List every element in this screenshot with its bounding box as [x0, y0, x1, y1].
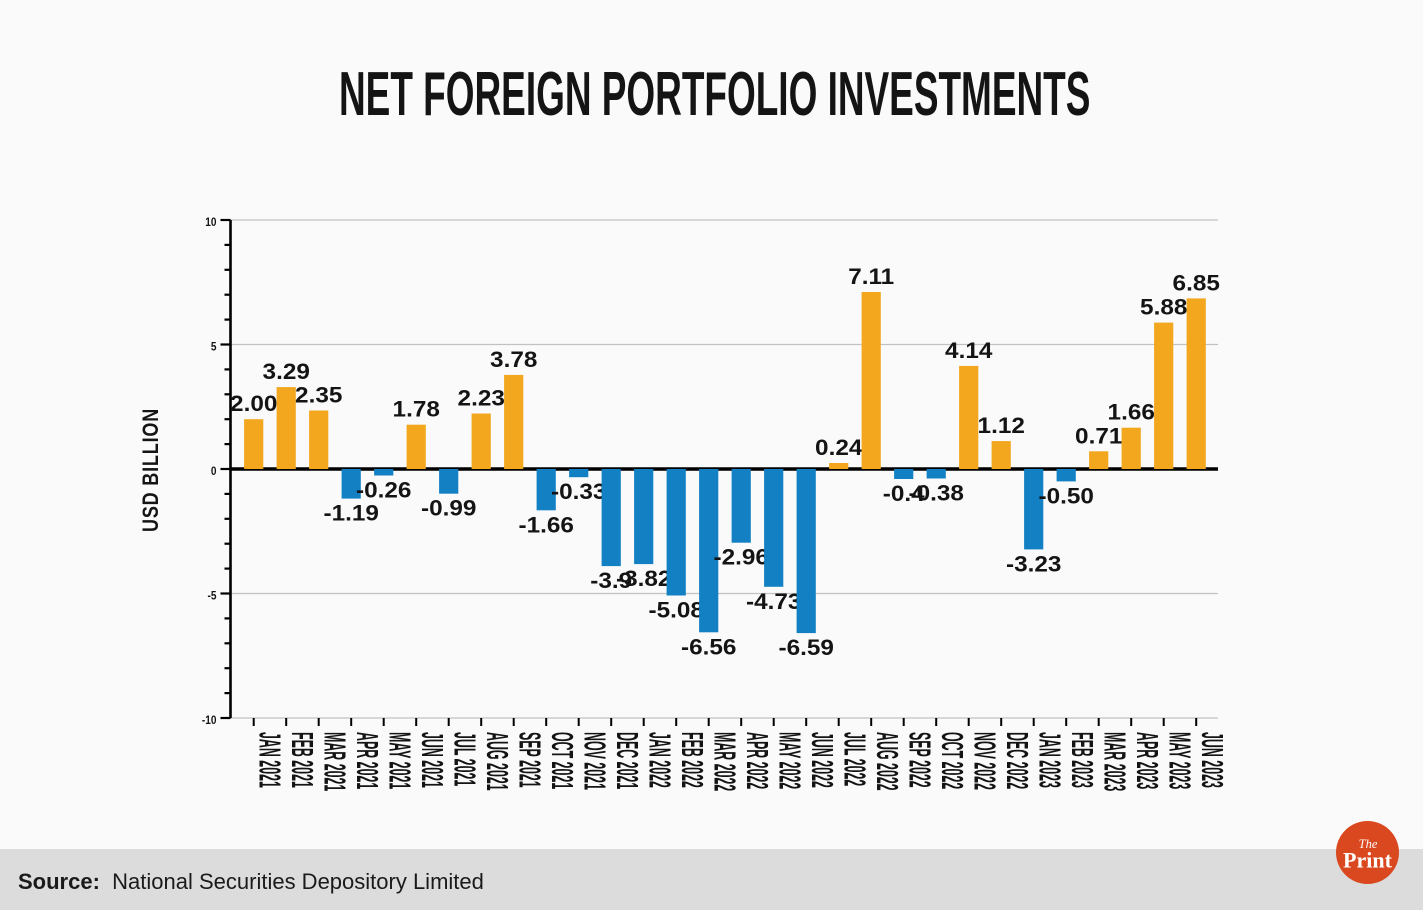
svg-text:-1.66: -1.66 [519, 512, 575, 537]
svg-text:JUN 2022: JUN 2022 [806, 732, 840, 788]
svg-text:7.11: 7.11 [848, 264, 894, 289]
svg-text:-10: -10 [202, 714, 217, 727]
svg-text:AUG 2021: AUG 2021 [481, 732, 515, 791]
svg-text:-5.08: -5.08 [649, 598, 705, 623]
svg-text:Print: Print [1343, 848, 1393, 873]
svg-text:-4.73: -4.73 [746, 589, 802, 614]
svg-text:-0.99: -0.99 [421, 496, 476, 521]
svg-text:2.23: 2.23 [458, 386, 505, 411]
svg-text:APR 2022: APR 2022 [741, 732, 775, 789]
svg-text:DEC 2022: DEC 2022 [1001, 732, 1035, 789]
svg-text:-0.38: -0.38 [909, 481, 965, 506]
svg-text:1.12: 1.12 [978, 413, 1025, 438]
svg-text:6.85: 6.85 [1173, 271, 1220, 296]
svg-text:JAN 2023: JAN 2023 [1033, 732, 1067, 788]
svg-text:-0.33: -0.33 [551, 479, 607, 504]
svg-text:5.88: 5.88 [1140, 295, 1187, 320]
svg-text:5: 5 [211, 341, 217, 354]
svg-text:JAN 2022: JAN 2022 [643, 732, 677, 788]
svg-text:OCT 2022: OCT 2022 [936, 732, 970, 789]
svg-text:-1.19: -1.19 [324, 501, 379, 526]
svg-text:DEC 2021: DEC 2021 [611, 732, 645, 789]
svg-text:JAN 2021: JAN 2021 [253, 732, 287, 788]
svg-text:AUG 2022: AUG 2022 [871, 732, 905, 791]
svg-text:0.71: 0.71 [1075, 423, 1122, 448]
svg-text:NOV 2021: NOV 2021 [578, 732, 612, 790]
svg-text:-0.50: -0.50 [1039, 484, 1094, 509]
svg-text:-2.96: -2.96 [714, 545, 770, 570]
svg-text:MAR 2022: MAR 2022 [708, 732, 742, 791]
svg-text:OCT 2021: OCT 2021 [546, 732, 580, 789]
svg-text:2.00: 2.00 [230, 391, 277, 416]
svg-text:MAY 2022: MAY 2022 [773, 732, 807, 789]
svg-text:APR 2023: APR 2023 [1131, 732, 1165, 789]
svg-text:10: 10 [205, 216, 216, 229]
svg-text:-6.59: -6.59 [779, 635, 834, 660]
svg-text:FEB 2021: FEB 2021 [286, 732, 320, 788]
svg-text:1.78: 1.78 [393, 397, 440, 422]
svg-text:-3.82: -3.82 [616, 566, 671, 591]
svg-text:4.14: 4.14 [945, 338, 992, 363]
svg-text:-0.26: -0.26 [356, 478, 412, 503]
svg-text:FEB 2023: FEB 2023 [1066, 732, 1100, 788]
svg-text:2.35: 2.35 [295, 383, 342, 408]
svg-text:3.78: 3.78 [490, 347, 537, 372]
svg-text:-6.56: -6.56 [681, 634, 737, 659]
svg-text:-5: -5 [208, 590, 217, 603]
svg-text:JUN 2023: JUN 2023 [1196, 732, 1230, 788]
svg-text:JUN 2021: JUN 2021 [416, 732, 450, 788]
svg-text:FEB 2022: FEB 2022 [676, 732, 710, 788]
svg-text:MAY 2021: MAY 2021 [383, 732, 417, 789]
svg-text:SEP 2021: SEP 2021 [513, 732, 547, 788]
svg-text:JUL 2021: JUL 2021 [448, 732, 482, 786]
svg-text:1.66: 1.66 [1108, 400, 1155, 425]
svg-text:SEP 2022: SEP 2022 [903, 732, 937, 788]
svg-text:0.24: 0.24 [815, 435, 862, 460]
svg-text:MAY 2023: MAY 2023 [1163, 732, 1197, 789]
svg-text:APR 2021: APR 2021 [351, 732, 385, 789]
svg-text:-3.23: -3.23 [1006, 552, 1062, 577]
svg-text:MAR 2023: MAR 2023 [1098, 732, 1132, 791]
svg-text:3.29: 3.29 [263, 359, 310, 384]
svg-text:JUL 2022: JUL 2022 [838, 732, 872, 786]
svg-text:0: 0 [211, 465, 217, 478]
svg-text:MAR 2021: MAR 2021 [318, 732, 352, 791]
svg-text:NOV 2022: NOV 2022 [968, 732, 1002, 790]
